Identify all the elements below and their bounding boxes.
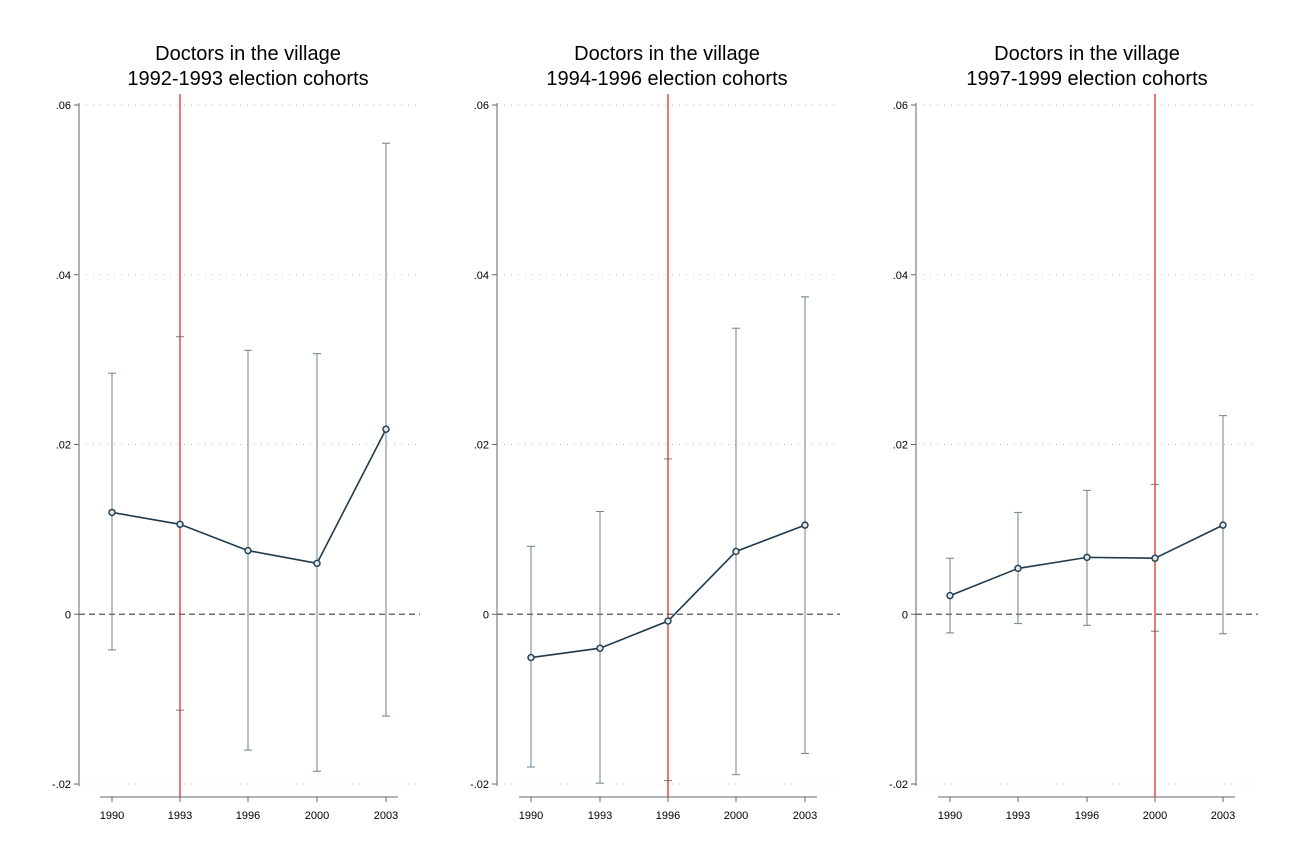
data-point (1219, 521, 1227, 529)
x-tick-label: 1990 (519, 810, 543, 822)
data-point (664, 617, 672, 625)
x-tick-label: 2000 (305, 810, 329, 822)
data-point (1014, 564, 1022, 573)
data-point (1083, 553, 1091, 562)
data-point (527, 653, 535, 662)
chart-title-line: 1994-1996 election cohorts (546, 68, 787, 90)
x-tick-label: 2003 (1211, 810, 1235, 822)
y-tick-label: .04 (474, 270, 489, 282)
chart-title-line: 1997-1999 election cohorts (966, 68, 1207, 90)
y-tick-label: .06 (474, 100, 489, 112)
data-point (244, 546, 252, 555)
data-point (108, 508, 116, 517)
y-tick-label: .06 (893, 100, 908, 112)
y-tick-label: -.02 (470, 779, 489, 791)
data-point (313, 559, 321, 568)
data-point (1151, 554, 1159, 562)
chart-title-line: Doctors in the village (155, 43, 341, 65)
x-tick-label: 1990 (938, 810, 962, 822)
x-tick-label: 1996 (236, 810, 260, 822)
data-point (732, 547, 740, 556)
y-tick-label: .02 (474, 440, 489, 452)
chart-panel-1: Doctors in the village 1992-1993 election… (52, 43, 420, 822)
y-tick-label: .02 (893, 440, 908, 452)
y-tick-label: 0 (65, 609, 71, 621)
x-tick-label: 2003 (793, 810, 817, 822)
x-tick-label: 1993 (588, 810, 612, 822)
x-tick-label: 1996 (1075, 810, 1099, 822)
x-tick-label: 2000 (1143, 810, 1167, 822)
data-point (596, 644, 604, 652)
y-tick-label: .02 (56, 440, 71, 452)
x-tick-label: 2003 (374, 810, 398, 822)
chart-title-line: Doctors in the village (574, 43, 760, 65)
x-tick-label: 1990 (100, 810, 124, 822)
y-tick-label: .06 (56, 100, 71, 112)
y-tick-label: -.02 (52, 779, 71, 791)
x-tick-label: 2000 (724, 810, 748, 822)
data-point (801, 521, 809, 529)
data-point (946, 591, 954, 600)
x-tick-label: 1993 (1006, 810, 1030, 822)
x-tick-label: 1996 (656, 810, 680, 822)
y-tick-label: -.02 (889, 779, 908, 791)
x-tick-label: 1993 (168, 810, 192, 822)
y-tick-label: .04 (56, 270, 71, 282)
chart-title-line: Doctors in the village (994, 43, 1180, 65)
y-tick-label: 0 (902, 609, 908, 621)
chart-panel-2: Doctors in the village 1994-1996 election… (470, 43, 840, 822)
chart-title-line: 1992-1993 election cohorts (127, 68, 368, 90)
data-point (176, 520, 184, 528)
y-tick-label: 0 (483, 609, 489, 621)
chart-panel-3: Doctors in the village 1997-1999 election… (889, 43, 1258, 822)
y-tick-label: .04 (893, 270, 908, 282)
data-point (382, 425, 390, 433)
